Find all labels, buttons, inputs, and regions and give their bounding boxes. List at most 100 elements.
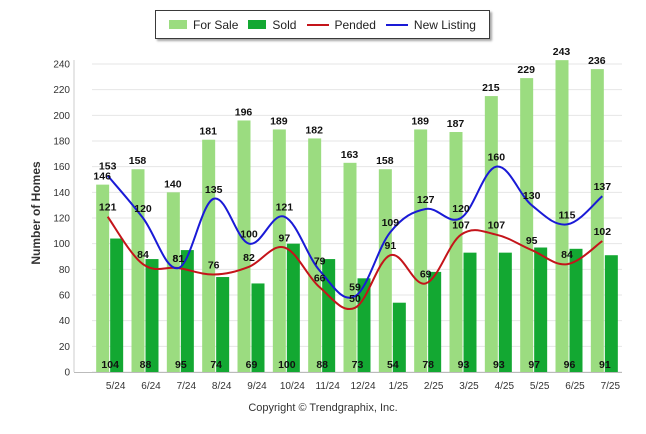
lines bbox=[106, 165, 603, 311]
y-tick-label: 200 bbox=[53, 111, 70, 122]
label-pended: 82 bbox=[243, 252, 255, 264]
bar-sold bbox=[604, 255, 618, 372]
label-new-listing: 81 bbox=[172, 253, 184, 265]
label-for-sale: 229 bbox=[517, 64, 535, 76]
bar-for-sale bbox=[555, 60, 569, 373]
label-new-listing: 130 bbox=[523, 190, 541, 202]
label-new-listing: 115 bbox=[559, 209, 576, 221]
label-pended: 91 bbox=[384, 240, 396, 252]
label-for-sale: 158 bbox=[129, 155, 147, 167]
bar-sold bbox=[569, 248, 583, 372]
label-sold: 95 bbox=[175, 359, 187, 371]
bar-sold bbox=[145, 259, 159, 372]
label-new-listing: 127 bbox=[417, 194, 435, 206]
x-tick-label: 10/24 bbox=[280, 381, 305, 392]
gridlines bbox=[92, 63, 622, 373]
bar-sold bbox=[428, 271, 442, 372]
x-tick-label: 1/25 bbox=[389, 381, 409, 392]
y-tick-label: 100 bbox=[53, 239, 70, 250]
legend: For Sale Sold Pended New Listing bbox=[155, 10, 490, 39]
label-for-sale: 163 bbox=[341, 149, 359, 161]
bar-sold bbox=[110, 238, 124, 372]
label-for-sale: 181 bbox=[199, 126, 217, 138]
label-sold: 78 bbox=[422, 359, 434, 371]
bar-for-sale bbox=[131, 169, 145, 372]
x-tick-label: 7/25 bbox=[601, 381, 621, 392]
legend-label-sold: Sold bbox=[272, 17, 297, 32]
label-sold: 74 bbox=[210, 359, 222, 371]
label-for-sale: 236 bbox=[588, 55, 606, 67]
label-new-listing: 109 bbox=[382, 217, 400, 229]
label-new-listing: 100 bbox=[240, 229, 258, 241]
y-tick-label: 20 bbox=[59, 342, 71, 353]
label-sold: 91 bbox=[599, 359, 611, 371]
x-tick-label: 2/25 bbox=[424, 381, 444, 392]
bar-sold bbox=[534, 247, 548, 372]
y-tick-label: 220 bbox=[53, 85, 70, 96]
legend-label-for-sale: For Sale bbox=[193, 17, 239, 32]
line-new-listing bbox=[106, 165, 603, 299]
x-tick-label: 4/25 bbox=[495, 381, 515, 392]
label-pended: 66 bbox=[314, 272, 326, 284]
bar-for-sale bbox=[378, 169, 392, 372]
label-pended: 50 bbox=[349, 293, 361, 305]
y-tick-label: 60 bbox=[59, 291, 71, 302]
label-pended: 102 bbox=[594, 226, 612, 238]
x-tick-label: 12/24 bbox=[350, 381, 375, 392]
label-sold: 100 bbox=[278, 359, 296, 371]
label-new-listing: 59 bbox=[349, 281, 361, 293]
label-pended: 76 bbox=[208, 259, 220, 271]
bar-for-sale bbox=[166, 192, 180, 372]
label-pended: 97 bbox=[278, 233, 290, 245]
new-listing-swatch-icon bbox=[385, 23, 408, 26]
label-sold: 54 bbox=[387, 359, 399, 371]
x-tick-label: 7/24 bbox=[177, 381, 197, 392]
label-new-listing: 135 bbox=[205, 184, 223, 196]
bar-sold bbox=[286, 243, 300, 372]
legend-item-pended[interactable]: Pended bbox=[306, 17, 376, 32]
label-pended: 84 bbox=[561, 249, 573, 261]
label-pended: 69 bbox=[420, 268, 432, 280]
label-sold: 88 bbox=[316, 359, 328, 371]
label-for-sale: 158 bbox=[376, 155, 394, 167]
label-for-sale: 146 bbox=[93, 171, 111, 183]
bar-for-sale bbox=[343, 162, 357, 372]
label-for-sale: 189 bbox=[411, 115, 429, 127]
label-sold: 73 bbox=[352, 359, 364, 371]
x-tick-label: 3/25 bbox=[459, 381, 479, 392]
label-sold: 93 bbox=[458, 359, 470, 371]
pended-swatch-icon bbox=[306, 23, 329, 26]
label-for-sale: 189 bbox=[270, 115, 288, 127]
label-new-listing: 120 bbox=[134, 203, 152, 215]
bar-sold bbox=[322, 259, 336, 372]
label-new-listing: 79 bbox=[314, 256, 326, 268]
legend-item-new-listing[interactable]: New Listing bbox=[385, 18, 476, 32]
x-tick-label: 5/25 bbox=[530, 381, 550, 392]
bar-sold bbox=[392, 302, 406, 372]
label-pended: 107 bbox=[488, 220, 506, 232]
y-tick-label: 140 bbox=[53, 188, 70, 199]
label-new-listing: 121 bbox=[276, 202, 294, 214]
x-tick-label: 8/24 bbox=[212, 381, 232, 392]
label-for-sale: 196 bbox=[235, 106, 253, 118]
legend-label-pended: Pended bbox=[334, 17, 376, 32]
bar-for-sale bbox=[308, 138, 322, 372]
label-for-sale: 243 bbox=[553, 46, 571, 58]
label-sold: 97 bbox=[528, 359, 540, 371]
legend-item-for-sale[interactable]: For Sale bbox=[169, 18, 238, 32]
label-for-sale: 140 bbox=[164, 178, 182, 190]
label-pended: 84 bbox=[137, 249, 149, 261]
label-sold: 96 bbox=[564, 359, 576, 371]
x-tick-label: 6/25 bbox=[565, 381, 585, 392]
bar-for-sale bbox=[96, 184, 110, 372]
label-new-listing: 160 bbox=[488, 152, 506, 164]
y-tick-label: 80 bbox=[59, 265, 71, 276]
for-sale-swatch-icon bbox=[169, 20, 188, 29]
bar-for-sale bbox=[237, 120, 251, 372]
bar-for-sale bbox=[590, 69, 604, 372]
axes: 0 20 40 60 80 100 120 140 160 180 200 220 240 5/24 6/2… bbox=[53, 60, 622, 392]
legend-item-sold[interactable]: Sold bbox=[248, 18, 296, 32]
label-sold: 93 bbox=[493, 359, 505, 371]
bar-for-sale bbox=[414, 129, 428, 372]
